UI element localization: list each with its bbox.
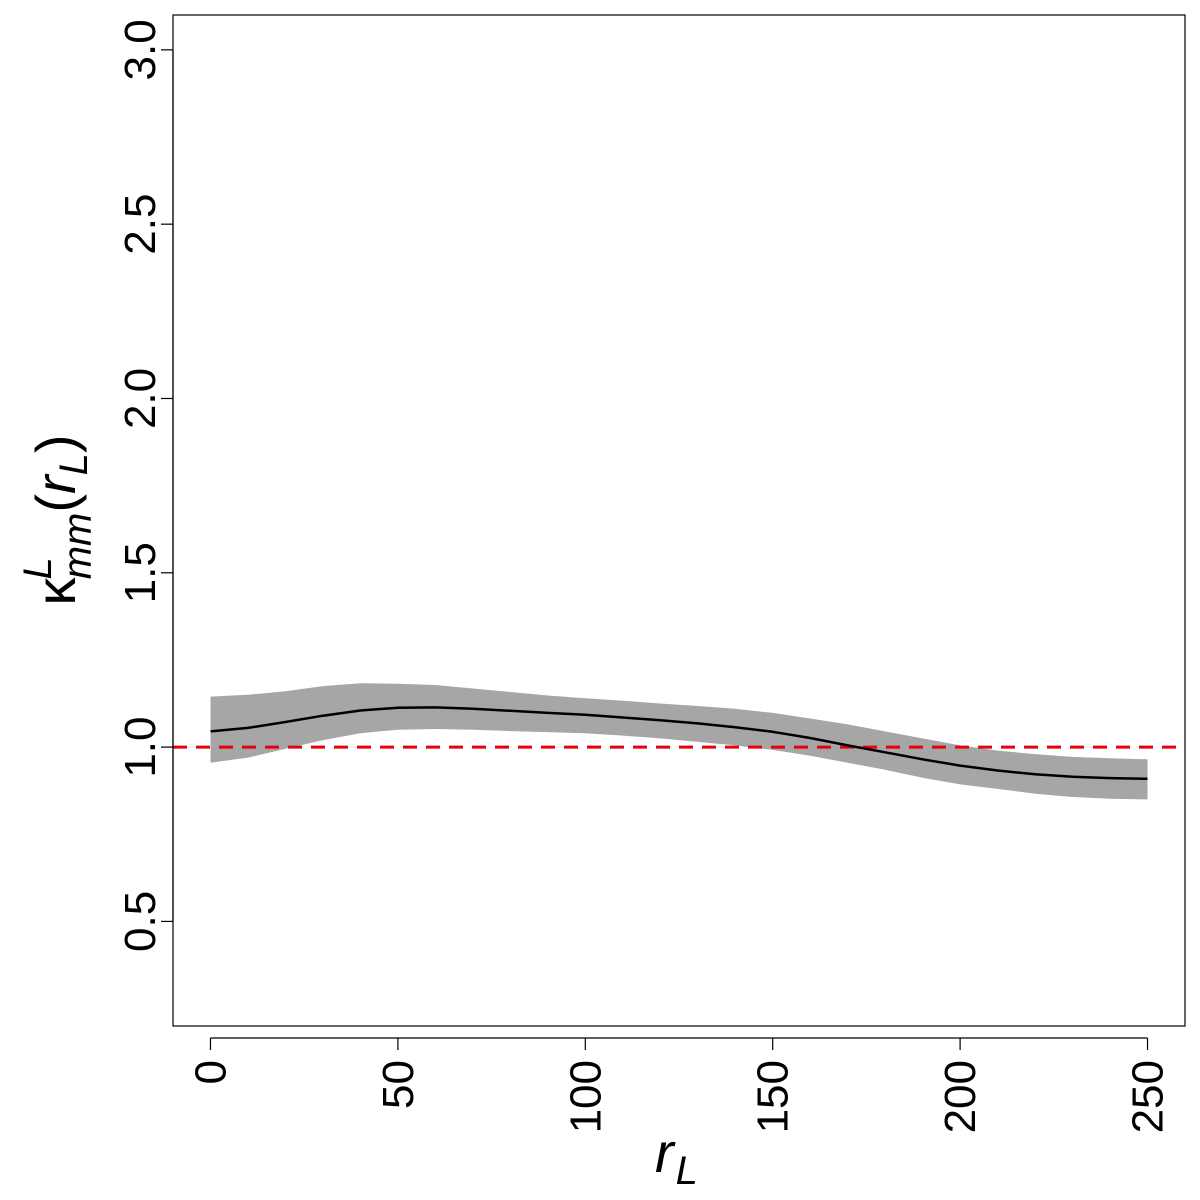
x-axis-title-main: r: [655, 1121, 676, 1184]
y-tick-label: 2.5: [116, 194, 165, 255]
y-tick-label: 1.0: [116, 717, 165, 778]
plot-area: [173, 683, 1185, 800]
x-tick-label: 200: [936, 1060, 985, 1133]
y-tick-label: 0.5: [116, 891, 165, 952]
y-axis-title-subscript: mm: [56, 513, 100, 580]
x-tick-label: 150: [749, 1060, 798, 1133]
x-tick-label: 50: [374, 1060, 423, 1109]
x-tick-label: 100: [561, 1060, 610, 1133]
y-tick-label: 1.5: [116, 542, 165, 603]
y-axis-title-superscript: L: [16, 557, 60, 579]
y-axis-title-arg: r: [24, 473, 87, 494]
plot-frame: [172, 14, 1186, 1027]
confidence-band: [210, 683, 1148, 800]
y-axis: 0.5 1.0 1.5 2.0 2.5 3.0: [116, 19, 174, 952]
y-axis-title-close-paren: ): [24, 434, 87, 453]
y-tick-label: 3.0: [116, 19, 165, 80]
x-tick-label: 0: [186, 1060, 235, 1084]
y-axis-title: κLmm(rL): [16, 434, 100, 605]
series-line: [210, 706, 1148, 781]
x-axis: 0 50 100 150 200 250: [186, 1037, 1173, 1133]
x-tick-label: 250: [1124, 1060, 1173, 1133]
y-axis-title-arg-subscript: L: [52, 453, 96, 475]
y-axis-title-open-paren: (: [24, 494, 87, 513]
y-axis-title-kappa: κ: [24, 577, 87, 606]
y-tick-label: 2.0: [116, 368, 165, 429]
y-axis-title-group: κLmm(rL): [16, 434, 100, 605]
x-axis-title: rL: [655, 1121, 698, 1193]
x-axis-title-subscript: L: [676, 1149, 698, 1193]
